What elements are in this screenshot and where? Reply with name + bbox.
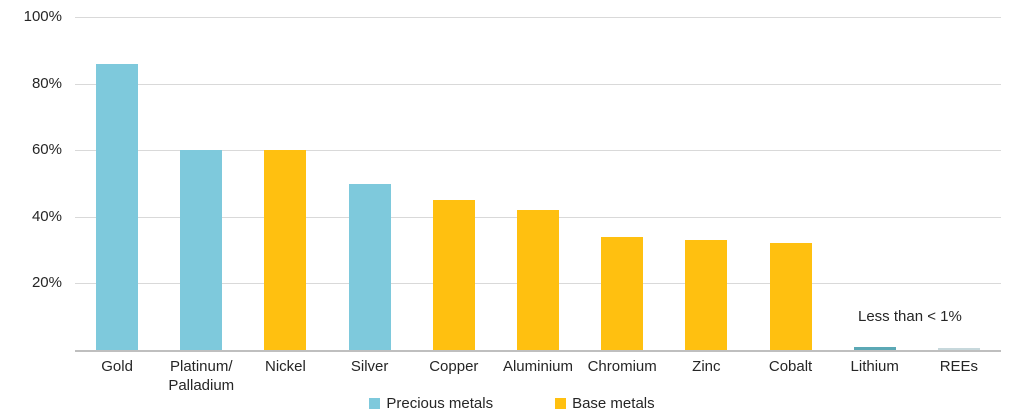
- bar-chromium: [601, 236, 644, 350]
- category-label-silver: Silver: [350, 358, 389, 375]
- bar-zinc: [685, 240, 728, 350]
- annotation-less-than-1pct: Less than < 1%: [858, 308, 962, 325]
- category-label-nickel: Nickel: [265, 358, 306, 375]
- legend: Precious metals Base metals: [0, 395, 1024, 412]
- bar-silver: [348, 183, 391, 350]
- gridline: [75, 17, 1001, 18]
- bar-lithium: [853, 346, 896, 350]
- legend-swatch-icon: [555, 398, 567, 409]
- legend-item-precious-metals: Precious metals: [369, 395, 493, 412]
- bar-rees: [937, 348, 980, 350]
- category-label-lithium: Lithium: [850, 358, 899, 375]
- category-label-zinc: Zinc: [692, 358, 721, 375]
- y-axis-tick-label: 40%: [31, 207, 62, 225]
- plot-area: [75, 17, 1001, 352]
- category-label-aluminium: Aluminium: [502, 358, 573, 375]
- gridline: [75, 83, 1001, 85]
- legend-swatch-icon: [369, 398, 381, 409]
- category-label-copper: Copper: [429, 358, 479, 375]
- y-axis-tick-label: 60%: [31, 141, 62, 159]
- category-label-platinum-palladium: Platinum/Palladium: [168, 358, 235, 394]
- legend-label: Precious metals: [386, 395, 494, 412]
- category-label-rees: REEs: [939, 358, 979, 375]
- bar-cobalt: [769, 243, 812, 350]
- bar-gold: [96, 63, 139, 350]
- y-axis-tick-label: 100%: [23, 8, 62, 25]
- bar-platinum-palladium: [180, 150, 223, 350]
- y-axis-tick-label: 20%: [31, 274, 62, 292]
- gridline: [75, 150, 1001, 152]
- bar-copper: [432, 200, 475, 350]
- bar-aluminium: [517, 210, 559, 350]
- category-label-cobalt: Cobalt: [768, 358, 813, 375]
- x-axis-line: [75, 350, 1001, 352]
- legend-label: Base metals: [572, 395, 655, 412]
- y-axis-tick-label: 80%: [31, 74, 62, 92]
- bar-nickel: [264, 150, 307, 350]
- category-label-gold: Gold: [101, 358, 133, 375]
- legend-item-base-metals: Base metals: [555, 395, 655, 412]
- category-label-chromium: Chromium: [587, 358, 657, 375]
